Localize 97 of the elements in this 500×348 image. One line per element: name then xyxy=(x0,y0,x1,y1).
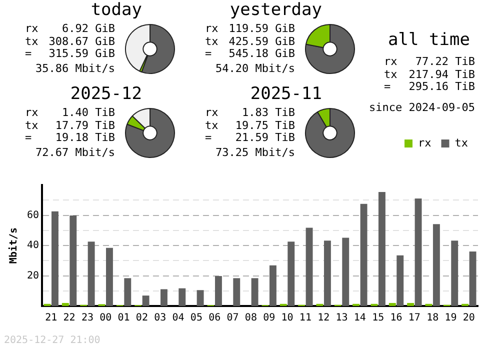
text: all time xyxy=(388,30,470,50)
x-tick-label: 22 xyxy=(63,312,76,324)
x-tick-label: 07 xyxy=(226,312,239,324)
bar xyxy=(70,216,77,306)
chart-title: 2025-12 xyxy=(70,84,142,104)
text: = xyxy=(25,47,32,60)
text: since 2024-09-05 xyxy=(369,101,475,114)
legend-label: rx xyxy=(418,136,432,150)
x-tick-label: 11 xyxy=(299,312,312,324)
x-tick-label: 05 xyxy=(190,312,202,324)
bar xyxy=(196,290,204,306)
bar xyxy=(269,265,276,306)
text: 425.59 GiB xyxy=(228,34,295,48)
y-tick-label: 40 xyxy=(26,240,40,252)
y-axis-title: Mbit/s xyxy=(8,227,20,264)
text: 315.59 GiB xyxy=(48,47,115,60)
text: rx xyxy=(384,55,398,68)
text: 1.40 TiB xyxy=(62,106,115,119)
text: 54.20 Mbit/s xyxy=(216,62,295,75)
bar xyxy=(451,240,458,306)
bar xyxy=(142,296,150,306)
bar xyxy=(52,211,58,306)
text: 308.67 GiB xyxy=(48,34,115,48)
bar xyxy=(469,252,476,306)
y-tick-label: 20 xyxy=(26,270,40,282)
text: tx xyxy=(25,118,38,132)
x-tick-label: 19 xyxy=(444,312,457,324)
bar xyxy=(306,228,313,306)
chart-title: 2025-11 xyxy=(250,84,322,104)
legend-label: tx xyxy=(454,136,468,150)
bar xyxy=(251,278,258,306)
text: 217.94 TiB xyxy=(408,68,475,80)
text: = xyxy=(205,47,212,60)
chart-title: yesterday xyxy=(230,0,322,20)
text: 17.79 TiB xyxy=(55,118,115,132)
x-tick-label: 06 xyxy=(208,312,221,324)
bar xyxy=(124,278,132,306)
text: 72.67 Mbit/s xyxy=(36,146,115,159)
text: 35.86 Mbit/s xyxy=(36,62,115,75)
text: 73.25 Mbit/s xyxy=(216,146,295,159)
x-tick-label: 00 xyxy=(100,312,112,324)
text: = xyxy=(25,131,32,144)
x-tick-label: 21 xyxy=(45,312,58,324)
bar xyxy=(432,224,440,306)
text: rx xyxy=(25,22,38,35)
x-tick-label: 03 xyxy=(154,312,166,324)
text: tx xyxy=(25,34,38,48)
bar xyxy=(178,288,186,306)
bar xyxy=(62,302,69,306)
x-tick-label: 12 xyxy=(318,312,330,324)
text: tx xyxy=(205,34,218,48)
text: 19.75 TiB xyxy=(235,118,295,132)
x-tick-label: 14 xyxy=(354,312,366,324)
text: rx xyxy=(205,106,218,119)
bar xyxy=(88,242,95,306)
bar xyxy=(378,192,386,306)
text: = xyxy=(205,131,212,144)
bar xyxy=(360,204,368,306)
text: tx xyxy=(384,68,398,80)
x-tick-label: 18 xyxy=(426,312,439,324)
text: tx xyxy=(205,118,218,132)
bar xyxy=(342,238,350,306)
text: 295.16 TiB xyxy=(408,80,475,93)
text: 119.59 GiB xyxy=(228,22,295,35)
bar xyxy=(288,242,295,306)
text: rx xyxy=(205,22,218,35)
text: = xyxy=(384,80,391,93)
x-tick-label: 01 xyxy=(118,312,130,324)
bar xyxy=(396,255,404,306)
x-tick-label: 13 xyxy=(336,312,348,324)
bar xyxy=(324,240,331,306)
x-tick-label: 16 xyxy=(390,312,402,324)
bar xyxy=(106,248,113,306)
x-tick-label: 17 xyxy=(408,312,420,324)
x-tick-label: 02 xyxy=(136,312,148,324)
bar xyxy=(214,276,222,306)
x-tick-label: 04 xyxy=(172,312,184,324)
y-tick-label: 60 xyxy=(26,210,40,221)
text: 6.92 GiB xyxy=(62,22,115,35)
bar xyxy=(388,302,396,306)
x-tick-label: 09 xyxy=(263,312,276,324)
text: 1.83 TiB xyxy=(242,106,295,119)
text: 19.18 TiB xyxy=(55,131,115,144)
chart-title: today xyxy=(90,0,142,20)
text: 545.18 GiB xyxy=(228,47,295,60)
x-tick-label: 10 xyxy=(281,312,294,324)
bar xyxy=(414,198,422,306)
text: 21.59 TiB xyxy=(235,131,295,144)
text: 77.22 TiB xyxy=(415,55,475,68)
x-tick-label: 20 xyxy=(462,312,475,324)
bar xyxy=(407,302,414,306)
bar xyxy=(233,278,240,306)
bar xyxy=(160,289,168,306)
x-tick-label: 15 xyxy=(372,312,384,324)
x-tick-label: 08 xyxy=(244,312,257,324)
text: rx xyxy=(25,106,38,119)
x-tick-label: 23 xyxy=(81,312,94,324)
